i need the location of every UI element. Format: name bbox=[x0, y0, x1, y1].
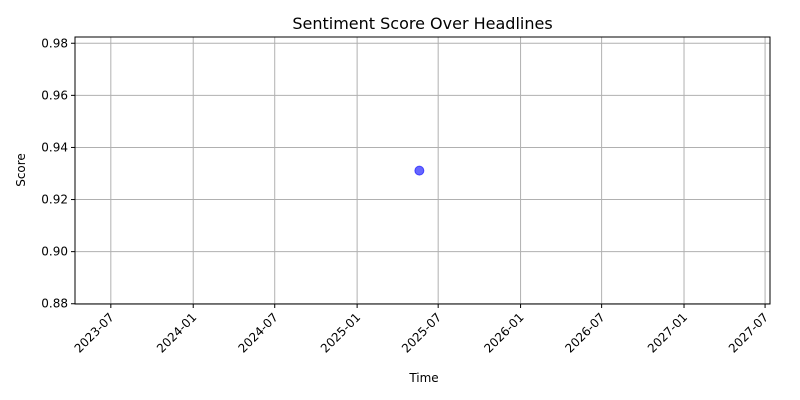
y-tick-label: 0.94 bbox=[41, 140, 68, 154]
x-axis-label: Time bbox=[408, 371, 438, 385]
y-tick-label: 0.90 bbox=[41, 245, 68, 259]
x-tick-label: 2026-07 bbox=[562, 310, 607, 355]
x-tick-label: 2024-07 bbox=[235, 310, 280, 355]
data-point bbox=[414, 165, 425, 176]
y-tick-label: 0.92 bbox=[41, 193, 68, 207]
x-tick-label: 2024-01 bbox=[154, 310, 199, 355]
x-tick-label: 2027-07 bbox=[726, 310, 771, 355]
x-tick-label: 2027-01 bbox=[645, 310, 690, 355]
y-tick-label: 0.98 bbox=[41, 36, 68, 50]
y-tick-label: 0.96 bbox=[41, 88, 68, 102]
x-tick-label: 2025-07 bbox=[399, 310, 444, 355]
x-tick-label: 2023-07 bbox=[72, 310, 117, 355]
plot-frame bbox=[74, 36, 771, 305]
y-tick-label: 0.88 bbox=[41, 297, 68, 311]
chart-title: Sentiment Score Over Headlines bbox=[292, 14, 552, 33]
data-points bbox=[414, 165, 425, 176]
x-tick-label: 2025-01 bbox=[318, 310, 363, 355]
x-tick-label: 2026-01 bbox=[481, 310, 526, 355]
ticks: 2023-07 2024-01 2024-07 2025-01 2025-07 2026-… bbox=[41, 36, 771, 355]
y-axis-label: Score bbox=[14, 153, 28, 187]
